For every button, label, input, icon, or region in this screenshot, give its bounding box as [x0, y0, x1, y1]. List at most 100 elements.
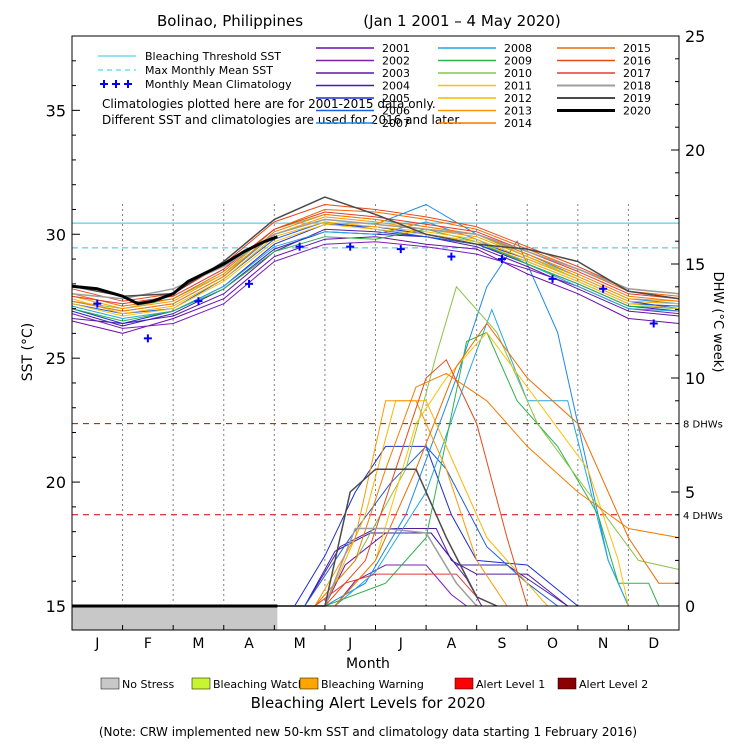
alert-legend-title: Bleaching Alert Levels for 2020: [251, 694, 486, 712]
dhw-tick-label: 25: [685, 27, 705, 46]
no-stress-bar: [72, 606, 278, 630]
legend-year-label: 2001: [382, 42, 410, 55]
dhw-tick-label: 10: [685, 369, 705, 388]
y-axis-left-label: SST (°C): [20, 323, 36, 381]
climatology-marker: [396, 245, 405, 254]
chart-title: Bolinao, Philippines: [157, 12, 303, 30]
legend-year-label: 2005: [382, 92, 410, 105]
month-label: O: [547, 636, 558, 652]
dhw-tick-label: 15: [685, 255, 705, 274]
sst-tick-label: 35: [46, 101, 66, 120]
dhw-line-2013: [72, 400, 508, 607]
alert-swatch: [299, 677, 319, 690]
legend-label: Bleaching Threshold SST: [145, 50, 281, 63]
legend-label: Max Monthly Mean SST: [145, 64, 273, 77]
legend-year-label: 2013: [504, 105, 532, 118]
dhw-line-2012: [72, 400, 548, 607]
alert-swatch: [100, 677, 120, 690]
alert-label: Alert Level 2: [579, 678, 648, 691]
sst-line-2020: [71, 235, 278, 306]
legend-year-label: 2015: [623, 42, 651, 55]
dhw-line-2019: [72, 468, 498, 607]
sst-line-2017: [71, 211, 680, 305]
dhw-tick-label: 0: [685, 597, 695, 616]
month-label: J: [398, 636, 403, 652]
climatology-marker: [649, 319, 658, 328]
dhw-line-2004: [72, 532, 568, 607]
legend-year-label: 2009: [504, 55, 532, 68]
plot-area: 8 DHWs 4 DHWs 15 20 25 30 35 0 5 10 15 20 25 J F M A M J J A…: [46, 27, 723, 652]
dhw-tick-label: 5: [685, 483, 695, 502]
month-label: D: [648, 636, 659, 652]
sst-tick-label: 20: [46, 473, 66, 492]
sst-line-2018: [71, 218, 680, 300]
month-label: M: [294, 636, 306, 652]
legend-label: Monthly Mean Climatology: [145, 78, 292, 91]
sst-line-2014: [71, 213, 680, 312]
alert-swatch: [191, 677, 211, 690]
legend-year-label: 2017: [623, 67, 651, 80]
climatology-marker: [346, 242, 355, 251]
legend-year-label: 2018: [623, 80, 651, 93]
alert-label: Bleaching Warning: [321, 678, 424, 691]
month-label: N: [598, 636, 608, 652]
climatology-marker: [245, 279, 254, 288]
climatology-marker: [295, 242, 304, 251]
dhw-line-2014: [72, 372, 680, 607]
climatology-marker: [548, 274, 557, 283]
legend-year-label: 2016: [623, 55, 651, 68]
climatology-marker: [194, 297, 203, 306]
sst-line-2011: [71, 223, 680, 317]
dhw-line-2006: [72, 445, 558, 607]
legend-year-label: 2014: [504, 117, 532, 130]
dhw-tick-label: 20: [685, 141, 705, 160]
climatology-marker: [497, 255, 506, 264]
dhw-line-2017: [72, 573, 498, 607]
legend-year-label: 2006: [382, 105, 410, 118]
sst-tick-label: 15: [46, 597, 66, 616]
month-label: F: [144, 636, 152, 652]
alert-label: Alert Level 1: [476, 678, 545, 691]
dhw-line-2002: [72, 564, 467, 607]
legend-year-label: 2008: [504, 42, 532, 55]
dhw-line-2003: [72, 528, 569, 607]
alert-level-legend: No Stress Bleaching Watch Bleaching Warnin…: [100, 677, 648, 691]
legend-year-label: 2004: [382, 80, 410, 93]
alert-swatch: [557, 677, 577, 690]
climatology-marker: [143, 334, 152, 343]
chart-date-range: (Jan 1 2001 – 4 May 2020): [363, 12, 560, 30]
legend-year-label: 2003: [382, 67, 410, 80]
legend-year-label: 2007: [382, 117, 410, 130]
dhw-line-2008: [72, 308, 629, 607]
climatology-marker: [599, 284, 608, 293]
legend-year-label: 2019: [623, 92, 651, 105]
dhw-threshold-label: 4 DHWs: [683, 511, 723, 522]
legend-year-label: 2012: [504, 92, 532, 105]
month-label: A: [244, 636, 254, 652]
dhw-line-2005: [72, 445, 579, 607]
dhw-line-2015: [72, 322, 679, 607]
legend-year-label: 2020: [623, 105, 651, 118]
climatology-note: Climatologies plotted here are for 2001-…: [102, 97, 436, 111]
dhw-line-2016: [72, 358, 528, 607]
climatology-marker: [447, 252, 456, 261]
sst-line-2001: [71, 236, 680, 334]
alert-swatch: [454, 677, 474, 690]
month-label: S: [498, 636, 507, 652]
month-label: J: [347, 636, 352, 652]
x-axis-label: Month: [346, 656, 390, 672]
sst-line-2003: [71, 228, 680, 324]
legend-year-label: 2011: [504, 80, 532, 93]
sst-line-2009: [71, 228, 680, 322]
dhw-line-2011: [72, 331, 629, 607]
sst-tick-label: 30: [46, 225, 66, 244]
sst-tick-label: 25: [46, 349, 66, 368]
month-label: J: [94, 636, 99, 652]
sst-line-2013: [71, 216, 680, 310]
footnote: (Note: CRW implemented new 50-km SST and…: [99, 725, 637, 739]
month-label: A: [447, 636, 457, 652]
climatology-marker: [93, 299, 102, 308]
month-label: M: [192, 636, 204, 652]
